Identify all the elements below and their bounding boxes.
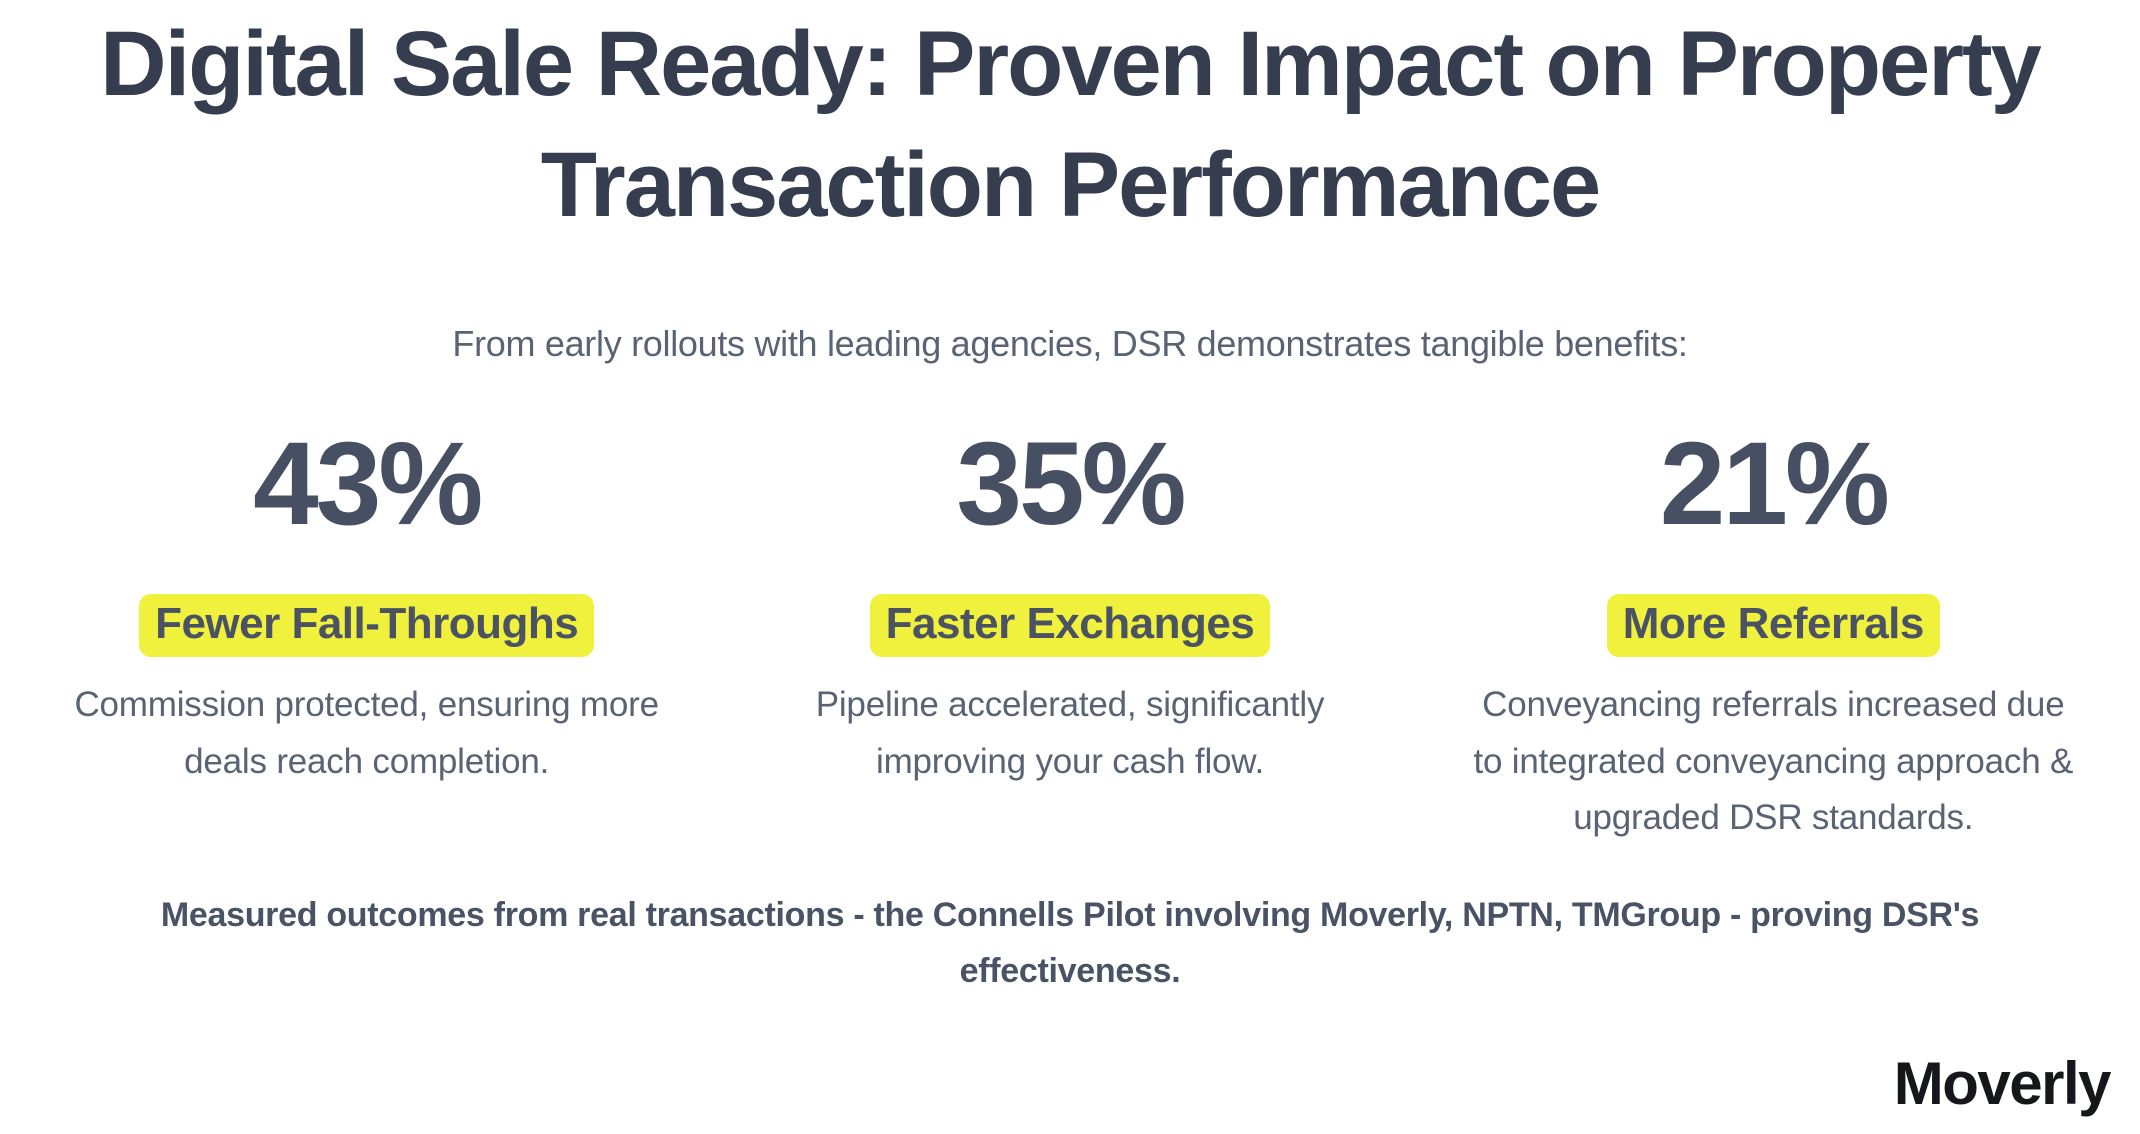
stat-description: Pipeline accelerated, significantly impr… bbox=[816, 677, 1325, 790]
stat-column-fewer-fall-throughs: 43% Fewer Fall-Throughs Commission prote… bbox=[24, 425, 709, 790]
stat-label-wrap: Faster Exchanges bbox=[869, 594, 1271, 657]
stat-label-highlight: Fewer Fall-Throughs bbox=[139, 594, 595, 657]
stat-value: 43% bbox=[253, 418, 483, 551]
stat-description: Commission protected, ensuring more deal… bbox=[74, 677, 659, 790]
stat-label-highlight: More Referrals bbox=[1606, 594, 1940, 657]
stat-value: 35% bbox=[956, 418, 1186, 551]
footer-note-line-2: effectiveness. bbox=[959, 952, 1181, 991]
page-title-line-2: Transaction Performance bbox=[540, 134, 1601, 237]
stat-description: Conveyancing referrals increased due to … bbox=[1473, 677, 2073, 847]
footer-note-line-1: Measured outcomes from real transactions… bbox=[160, 895, 1980, 934]
stat-description-line: deals reach completion. bbox=[184, 741, 550, 781]
slide: Digital Sale Ready: Proven Impact on Pro… bbox=[0, 4, 2140, 1134]
footer-note: Measured outcomes from real transactions… bbox=[0, 887, 2140, 999]
stat-description-line: upgraded DSR standards. bbox=[1573, 798, 1974, 838]
stat-description-line: Pipeline accelerated, significantly bbox=[815, 684, 1325, 724]
stat-description-line: Conveyancing referrals increased due bbox=[1482, 684, 2065, 724]
stat-column-more-referrals: 21% More Referrals Conveyancing referral… bbox=[1431, 425, 2116, 847]
stat-value: 21% bbox=[1659, 418, 1890, 551]
stats-row: 43% Fewer Fall-Throughs Commission prote… bbox=[0, 425, 2140, 847]
stat-description-line: to integrated conveyancing approach & bbox=[1473, 741, 2074, 781]
subtitle: From early rollouts with leading agencie… bbox=[452, 322, 1688, 364]
stat-label-wrap: More Referrals bbox=[1606, 594, 1940, 657]
stat-description-line: Commission protected, ensuring more bbox=[74, 684, 659, 724]
stat-label-wrap: Fewer Fall-Throughs bbox=[139, 594, 595, 657]
stat-description-line: improving your cash flow. bbox=[876, 741, 1264, 781]
page-title-line-1: Digital Sale Ready: Proven Impact on Pro… bbox=[100, 13, 2042, 115]
stat-column-faster-exchanges: 35% Faster Exchanges Pipeline accelerate… bbox=[727, 425, 1412, 790]
page-title: Digital Sale Ready: Proven Impact on Pro… bbox=[0, 4, 2140, 247]
stat-label-highlight: Faster Exchanges bbox=[869, 594, 1271, 657]
moverly-logo: Moverly bbox=[1893, 1050, 2112, 1117]
